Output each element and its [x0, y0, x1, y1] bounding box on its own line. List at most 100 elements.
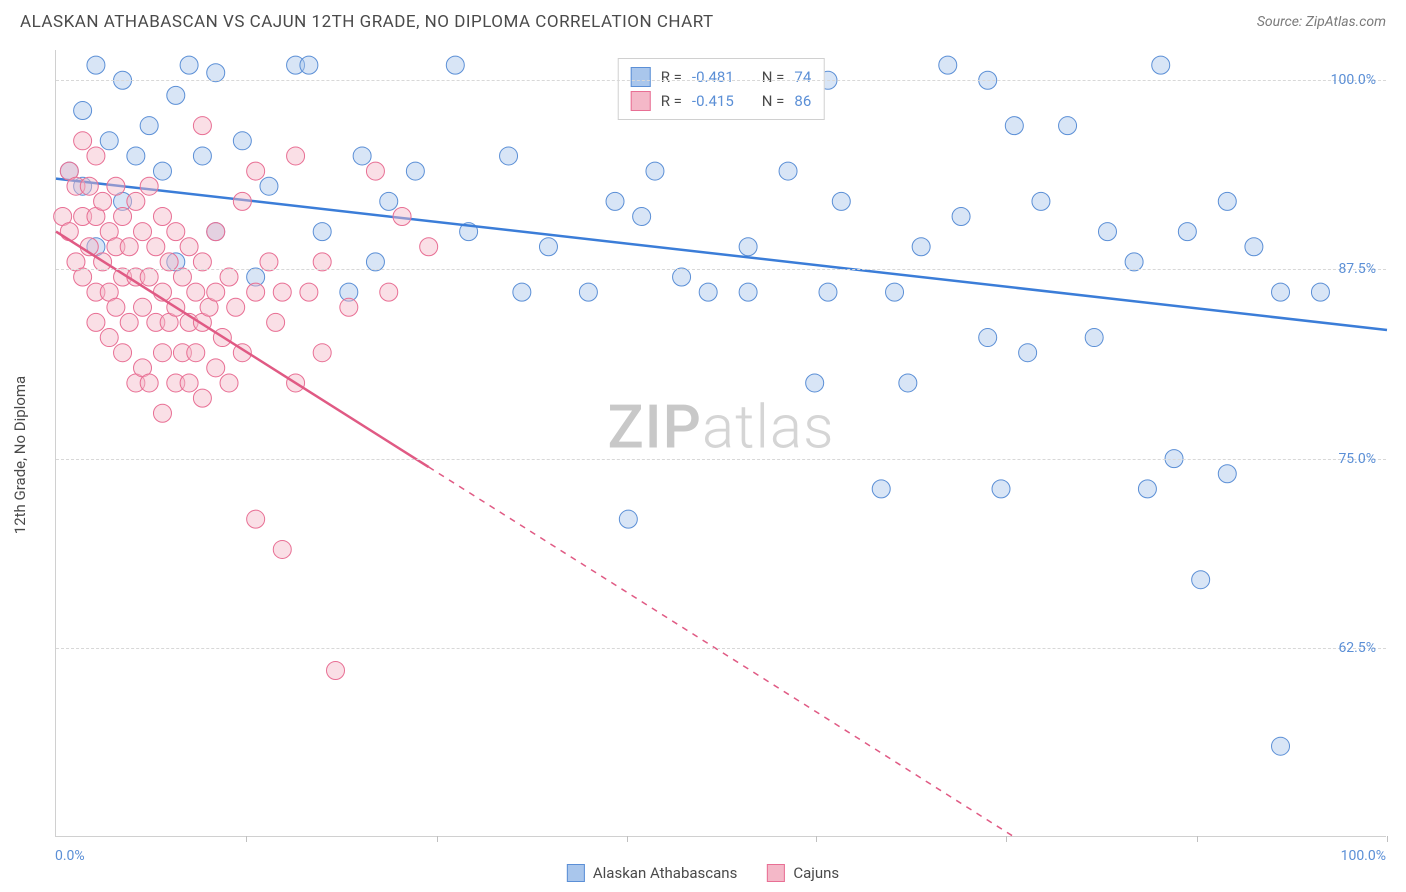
data-point	[207, 359, 225, 377]
x-tick	[627, 836, 628, 842]
correlation-stats-box: R =-0.481N =74R =-0.415N =86	[618, 58, 825, 120]
data-point	[366, 253, 384, 271]
gridline-horizontal	[56, 269, 1386, 270]
data-point	[1032, 192, 1050, 210]
data-point	[1085, 329, 1103, 347]
data-point	[500, 147, 518, 165]
data-point	[380, 192, 398, 210]
data-point	[87, 56, 105, 74]
data-point	[140, 177, 158, 195]
gridline-horizontal	[56, 648, 1386, 649]
chart-plot-area: ZIPatlas R =-0.481N =74R =-0.415N =86 62…	[55, 50, 1386, 837]
x-tick	[437, 836, 438, 842]
source-attribution: Source: ZipAtlas.com	[1257, 14, 1386, 30]
data-point	[233, 132, 251, 150]
data-point	[1098, 223, 1116, 241]
data-point	[134, 298, 152, 316]
data-point	[187, 344, 205, 362]
data-point	[380, 283, 398, 301]
data-point	[313, 253, 331, 271]
y-tick-label: 100.0%	[1331, 72, 1376, 88]
data-point	[153, 344, 171, 362]
data-point	[100, 132, 118, 150]
data-point	[633, 207, 651, 225]
data-point	[193, 147, 211, 165]
data-point	[193, 117, 211, 135]
data-point	[180, 374, 198, 392]
data-point	[313, 223, 331, 241]
data-point	[1019, 344, 1037, 362]
data-point	[187, 283, 205, 301]
data-point	[267, 313, 285, 331]
data-point	[539, 238, 557, 256]
chart-title: ALASKAN ATHABASCAN VS CAJUN 12TH GRADE, …	[20, 12, 714, 32]
n-label: N =	[762, 92, 785, 110]
trend-line-solid	[56, 179, 1387, 330]
legend-label: Cajuns	[793, 864, 839, 882]
data-point	[446, 56, 464, 74]
data-point	[353, 147, 371, 165]
x-axis-end-label: 100.0%	[1341, 848, 1386, 864]
data-point	[420, 238, 438, 256]
gridline-horizontal	[56, 459, 1386, 460]
n-value: 86	[794, 92, 811, 110]
data-point	[327, 662, 345, 680]
data-point	[779, 162, 797, 180]
data-point	[646, 162, 664, 180]
data-point	[120, 313, 138, 331]
data-point	[153, 207, 171, 225]
data-point	[1272, 283, 1290, 301]
data-point	[227, 298, 245, 316]
data-point	[1138, 480, 1156, 498]
data-point	[1005, 117, 1023, 135]
legend-item: Cajuns	[767, 864, 839, 882]
y-tick-label: 87.5%	[1338, 261, 1376, 277]
stats-row: R =-0.415N =86	[631, 89, 812, 113]
data-point	[153, 404, 171, 422]
data-point	[366, 162, 384, 180]
data-point	[406, 162, 424, 180]
trend-line-dashed	[429, 467, 1015, 837]
data-point	[340, 298, 358, 316]
stats-row: R =-0.481N =74	[631, 65, 812, 89]
data-point	[134, 223, 152, 241]
data-point	[606, 192, 624, 210]
data-point	[87, 147, 105, 165]
data-point	[287, 147, 305, 165]
data-point	[100, 329, 118, 347]
data-point	[180, 56, 198, 74]
data-point	[992, 480, 1010, 498]
data-point	[273, 540, 291, 558]
data-point	[74, 102, 92, 120]
data-point	[912, 238, 930, 256]
data-point	[513, 283, 531, 301]
data-point	[107, 298, 125, 316]
x-tick	[1387, 836, 1388, 842]
data-point	[94, 192, 112, 210]
series-swatch	[631, 91, 651, 111]
data-point	[247, 283, 265, 301]
data-point	[1218, 465, 1236, 483]
legend-label: Alaskan Athabascans	[593, 864, 737, 882]
data-point	[140, 117, 158, 135]
y-tick-label: 62.5%	[1338, 640, 1376, 656]
r-label: R =	[661, 92, 682, 110]
data-point	[1178, 223, 1196, 241]
data-point	[233, 192, 251, 210]
data-point	[180, 238, 198, 256]
data-point	[207, 64, 225, 82]
data-point	[260, 177, 278, 195]
x-tick	[1197, 836, 1198, 842]
legend-swatch	[567, 864, 585, 882]
gridline-horizontal	[56, 80, 1386, 81]
data-point	[193, 253, 211, 271]
legend-swatch	[767, 864, 785, 882]
y-axis-label: 12th Grade, No Diploma	[11, 376, 29, 534]
data-point	[579, 283, 597, 301]
data-point	[140, 268, 158, 286]
data-point	[300, 56, 318, 74]
data-point	[886, 283, 904, 301]
r-value: -0.481	[692, 68, 734, 86]
data-point	[220, 268, 238, 286]
data-point	[87, 313, 105, 331]
